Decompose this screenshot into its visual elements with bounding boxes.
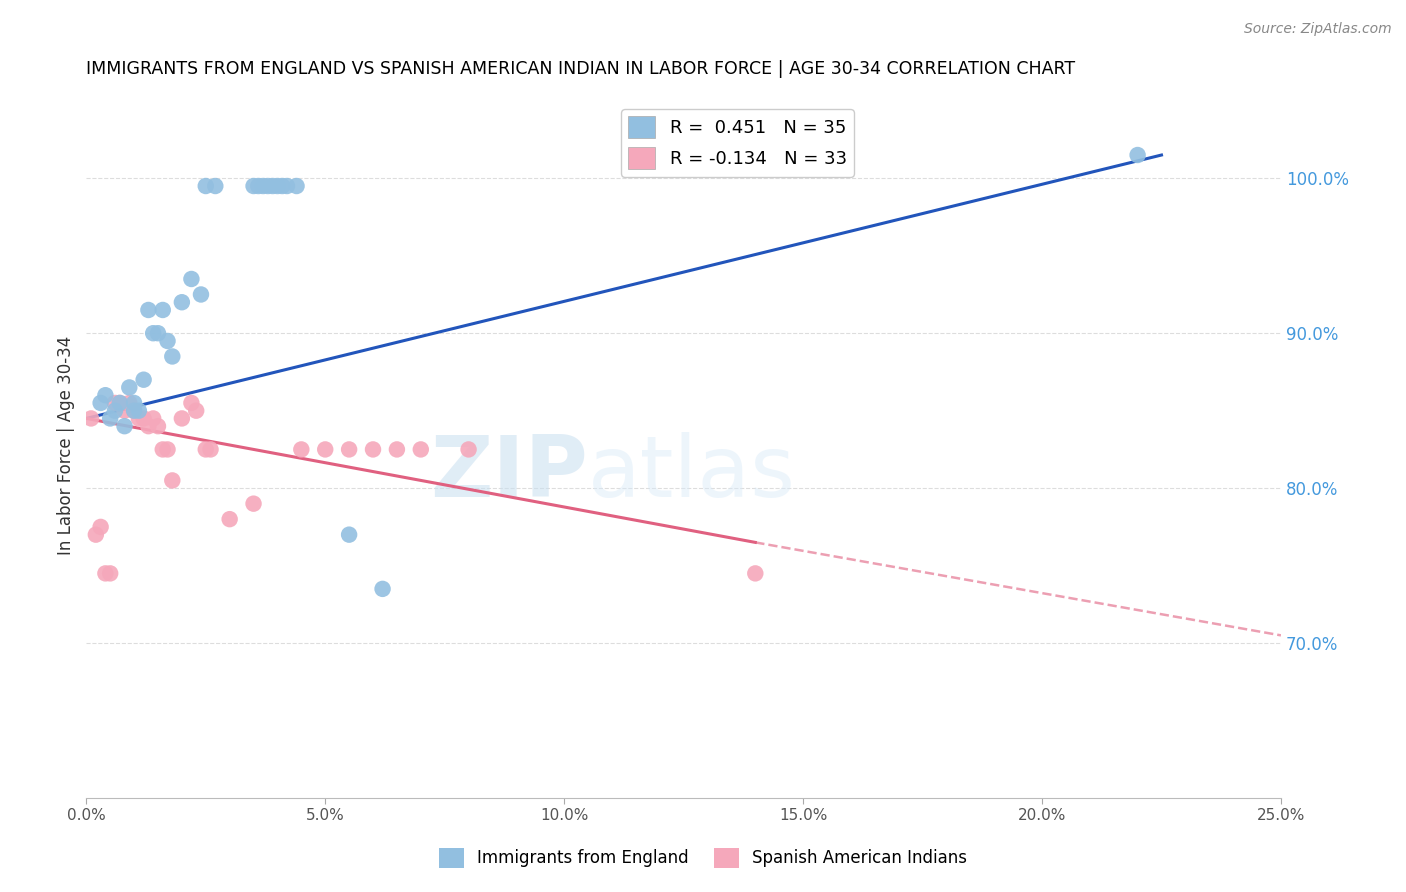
- Point: [204, 179, 226, 194]
- Point: [98, 411, 121, 425]
- Point: [104, 396, 127, 410]
- Point: [285, 179, 308, 194]
- Point: [190, 287, 212, 301]
- Point: [132, 411, 155, 425]
- Point: [114, 403, 136, 417]
- Point: [132, 373, 155, 387]
- Point: [108, 396, 131, 410]
- Y-axis label: In Labor Force | Age 30-34: In Labor Force | Age 30-34: [58, 336, 75, 555]
- Point: [142, 411, 165, 425]
- Point: [194, 179, 217, 194]
- Legend: Immigrants from England, Spanish American Indians: Immigrants from England, Spanish America…: [432, 841, 974, 875]
- Legend: R =  0.451   N = 35, R = -0.134   N = 33: R = 0.451 N = 35, R = -0.134 N = 33: [621, 109, 853, 177]
- Point: [170, 411, 193, 425]
- Point: [371, 582, 394, 596]
- Point: [90, 520, 112, 534]
- Point: [146, 326, 169, 341]
- Point: [180, 272, 202, 286]
- Point: [457, 442, 479, 457]
- Point: [118, 380, 141, 394]
- Point: [385, 442, 408, 457]
- Point: [98, 566, 121, 581]
- Point: [170, 295, 193, 310]
- Point: [162, 474, 184, 488]
- Point: [94, 388, 117, 402]
- Point: [186, 403, 208, 417]
- Point: [146, 419, 169, 434]
- Point: [104, 403, 127, 417]
- Text: atlas: atlas: [588, 433, 796, 516]
- Text: ZIP: ZIP: [430, 433, 588, 516]
- Point: [744, 566, 766, 581]
- Point: [266, 179, 288, 194]
- Text: Source: ZipAtlas.com: Source: ZipAtlas.com: [1244, 22, 1392, 37]
- Point: [114, 419, 136, 434]
- Point: [122, 403, 145, 417]
- Point: [271, 179, 294, 194]
- Point: [180, 396, 202, 410]
- Point: [744, 148, 766, 162]
- Point: [276, 179, 298, 194]
- Point: [128, 411, 150, 425]
- Point: [128, 403, 150, 417]
- Point: [361, 442, 384, 457]
- Point: [337, 527, 360, 541]
- Point: [142, 326, 165, 341]
- Point: [290, 442, 312, 457]
- Point: [108, 396, 131, 410]
- Point: [122, 396, 145, 410]
- Point: [194, 442, 217, 457]
- Point: [252, 179, 274, 194]
- Point: [80, 411, 103, 425]
- Point: [94, 566, 117, 581]
- Point: [262, 179, 284, 194]
- Text: IMMIGRANTS FROM ENGLAND VS SPANISH AMERICAN INDIAN IN LABOR FORCE | AGE 30-34 CO: IMMIGRANTS FROM ENGLAND VS SPANISH AMERI…: [86, 60, 1076, 78]
- Point: [200, 442, 222, 457]
- Point: [337, 442, 360, 457]
- Point: [242, 497, 264, 511]
- Point: [242, 179, 264, 194]
- Point: [118, 396, 141, 410]
- Point: [138, 419, 160, 434]
- Point: [122, 403, 145, 417]
- Point: [152, 303, 174, 318]
- Point: [152, 442, 174, 457]
- Point: [162, 350, 184, 364]
- Point: [90, 396, 112, 410]
- Point: [409, 442, 432, 457]
- Point: [138, 303, 160, 318]
- Point: [247, 179, 270, 194]
- Point: [1126, 148, 1149, 162]
- Point: [218, 512, 240, 526]
- Point: [257, 179, 280, 194]
- Point: [156, 334, 179, 348]
- Point: [156, 442, 179, 457]
- Point: [84, 527, 107, 541]
- Point: [314, 442, 336, 457]
